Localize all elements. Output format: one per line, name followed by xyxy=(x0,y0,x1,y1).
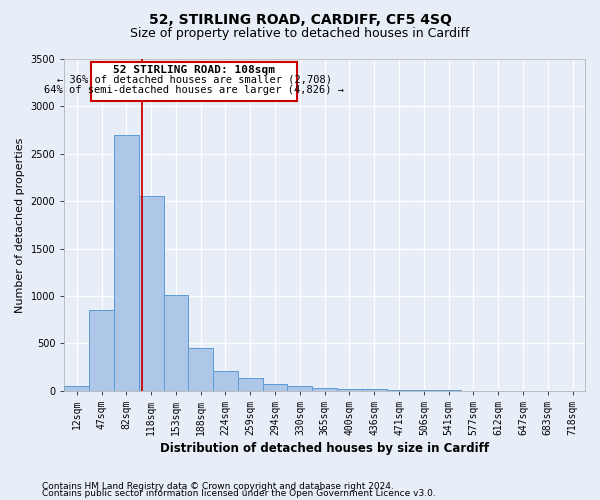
Bar xyxy=(337,389,362,391)
Text: 64% of semi-detached houses are larger (4,826) →: 64% of semi-detached houses are larger (… xyxy=(44,84,344,94)
Bar xyxy=(362,390,386,391)
Bar xyxy=(164,295,188,391)
Text: Contains public sector information licensed under the Open Government Licence v3: Contains public sector information licen… xyxy=(42,490,436,498)
Text: 52, STIRLING ROAD, CARDIFF, CF5 4SQ: 52, STIRLING ROAD, CARDIFF, CF5 4SQ xyxy=(149,12,451,26)
Bar xyxy=(263,384,287,391)
Bar xyxy=(139,196,164,391)
Text: Size of property relative to detached houses in Cardiff: Size of property relative to detached ho… xyxy=(130,28,470,40)
Bar xyxy=(213,371,238,391)
Bar xyxy=(238,378,263,391)
Bar xyxy=(287,386,312,391)
Text: 52 STIRLING ROAD: 108sqm: 52 STIRLING ROAD: 108sqm xyxy=(113,64,275,74)
Bar xyxy=(188,348,213,391)
Bar xyxy=(386,390,412,391)
Bar xyxy=(312,388,337,391)
Text: Contains HM Land Registry data © Crown copyright and database right 2024.: Contains HM Land Registry data © Crown c… xyxy=(42,482,394,491)
Y-axis label: Number of detached properties: Number of detached properties xyxy=(15,137,25,312)
Text: ← 36% of detached houses are smaller (2,708): ← 36% of detached houses are smaller (2,… xyxy=(57,74,332,84)
Bar xyxy=(114,135,139,391)
FancyBboxPatch shape xyxy=(91,62,298,100)
X-axis label: Distribution of detached houses by size in Cardiff: Distribution of detached houses by size … xyxy=(160,442,489,455)
Bar xyxy=(64,386,89,391)
Bar xyxy=(89,310,114,391)
